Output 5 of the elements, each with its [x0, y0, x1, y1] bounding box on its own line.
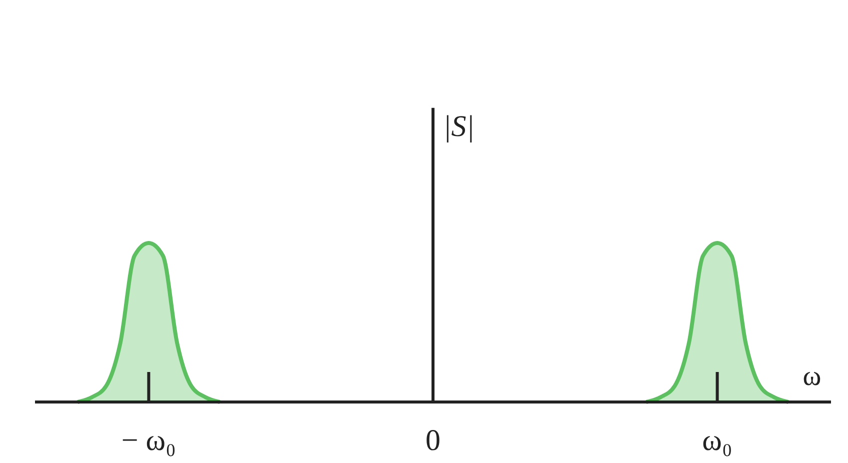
y-axis-title: |S|: [443, 110, 474, 143]
x-axis-title: ω: [802, 361, 822, 392]
x-tick-label: − ω₀: [121, 424, 176, 457]
x-tick-label: ω₀: [702, 424, 732, 457]
x-tick-label: 0: [426, 424, 440, 457]
